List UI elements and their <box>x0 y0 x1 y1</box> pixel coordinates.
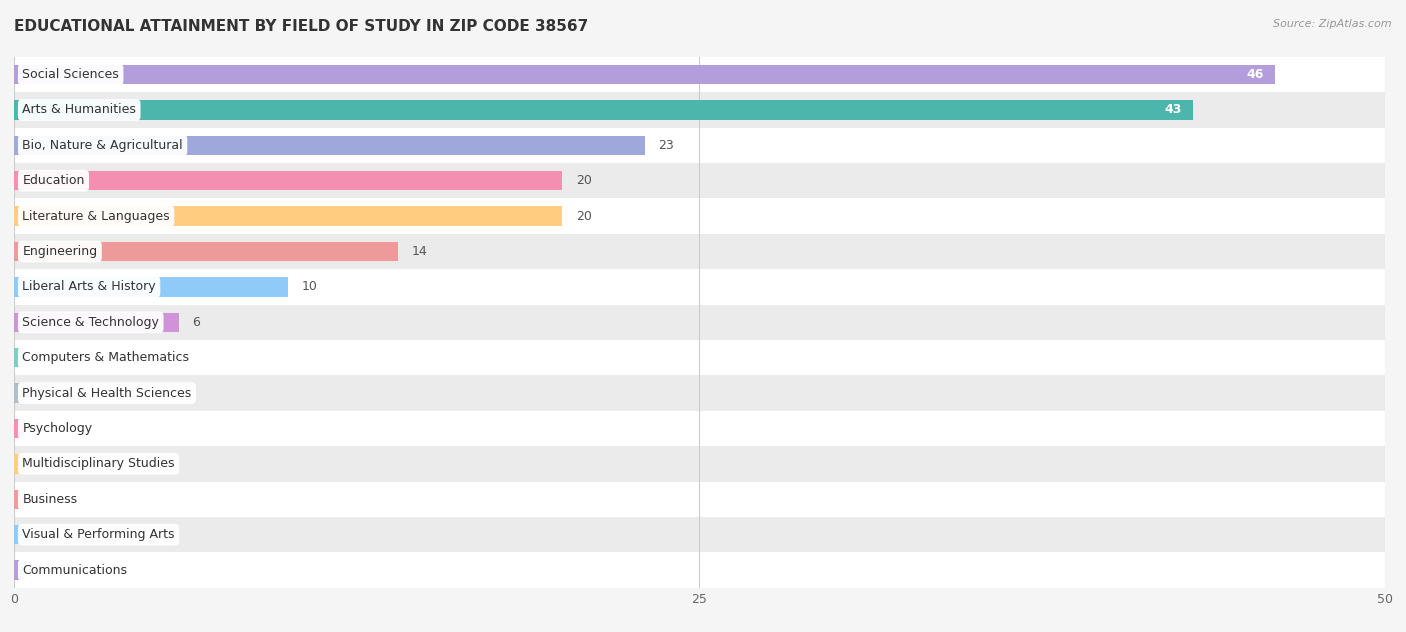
Bar <box>14 552 1385 588</box>
Text: 0: 0 <box>34 387 41 399</box>
Bar <box>14 525 25 544</box>
Bar <box>14 482 1385 517</box>
Text: Psychology: Psychology <box>22 422 93 435</box>
Text: Business: Business <box>22 493 77 506</box>
Text: 20: 20 <box>576 210 592 222</box>
Text: Science & Technology: Science & Technology <box>22 316 159 329</box>
Bar <box>14 277 288 296</box>
Text: 0: 0 <box>34 528 41 541</box>
Text: 0: 0 <box>34 564 41 576</box>
Bar <box>14 65 1275 84</box>
Text: Social Sciences: Social Sciences <box>22 68 120 81</box>
Text: 6: 6 <box>193 316 200 329</box>
Text: Arts & Humanities: Arts & Humanities <box>22 104 136 116</box>
Bar <box>14 517 1385 552</box>
Bar <box>14 375 1385 411</box>
Bar <box>14 207 562 226</box>
Text: Computers & Mathematics: Computers & Mathematics <box>22 351 190 364</box>
Text: Source: ZipAtlas.com: Source: ZipAtlas.com <box>1274 19 1392 29</box>
Bar <box>14 128 1385 163</box>
Bar <box>14 198 1385 234</box>
Text: 0: 0 <box>34 351 41 364</box>
Text: 10: 10 <box>302 281 318 293</box>
Text: Literature & Languages: Literature & Languages <box>22 210 170 222</box>
Text: Physical & Health Sciences: Physical & Health Sciences <box>22 387 191 399</box>
Text: 0: 0 <box>34 493 41 506</box>
Text: Bio, Nature & Agricultural: Bio, Nature & Agricultural <box>22 139 183 152</box>
Text: Engineering: Engineering <box>22 245 97 258</box>
Text: 20: 20 <box>576 174 592 187</box>
Bar <box>14 234 1385 269</box>
Bar <box>14 490 25 509</box>
Bar <box>14 163 1385 198</box>
Text: 23: 23 <box>658 139 673 152</box>
Bar <box>14 340 1385 375</box>
Bar <box>14 411 1385 446</box>
Text: Education: Education <box>22 174 84 187</box>
Bar <box>14 348 25 367</box>
Bar <box>14 136 644 155</box>
Bar <box>14 269 1385 305</box>
Bar <box>14 171 562 190</box>
Bar <box>14 57 1385 92</box>
Bar <box>14 242 398 261</box>
Text: Communications: Communications <box>22 564 128 576</box>
Text: 0: 0 <box>34 422 41 435</box>
Text: 43: 43 <box>1164 104 1182 116</box>
Text: Visual & Performing Arts: Visual & Performing Arts <box>22 528 174 541</box>
Text: Liberal Arts & History: Liberal Arts & History <box>22 281 156 293</box>
Bar <box>14 92 1385 128</box>
Bar <box>14 561 25 580</box>
Text: EDUCATIONAL ATTAINMENT BY FIELD OF STUDY IN ZIP CODE 38567: EDUCATIONAL ATTAINMENT BY FIELD OF STUDY… <box>14 19 588 34</box>
Bar <box>14 384 25 403</box>
Bar <box>14 419 25 438</box>
Text: Multidisciplinary Studies: Multidisciplinary Studies <box>22 458 174 470</box>
Bar <box>14 305 1385 340</box>
Bar <box>14 313 179 332</box>
Text: 14: 14 <box>412 245 427 258</box>
Bar <box>14 100 1192 119</box>
Bar <box>14 454 25 473</box>
Text: 0: 0 <box>34 458 41 470</box>
Text: 46: 46 <box>1247 68 1264 81</box>
Bar <box>14 446 1385 482</box>
